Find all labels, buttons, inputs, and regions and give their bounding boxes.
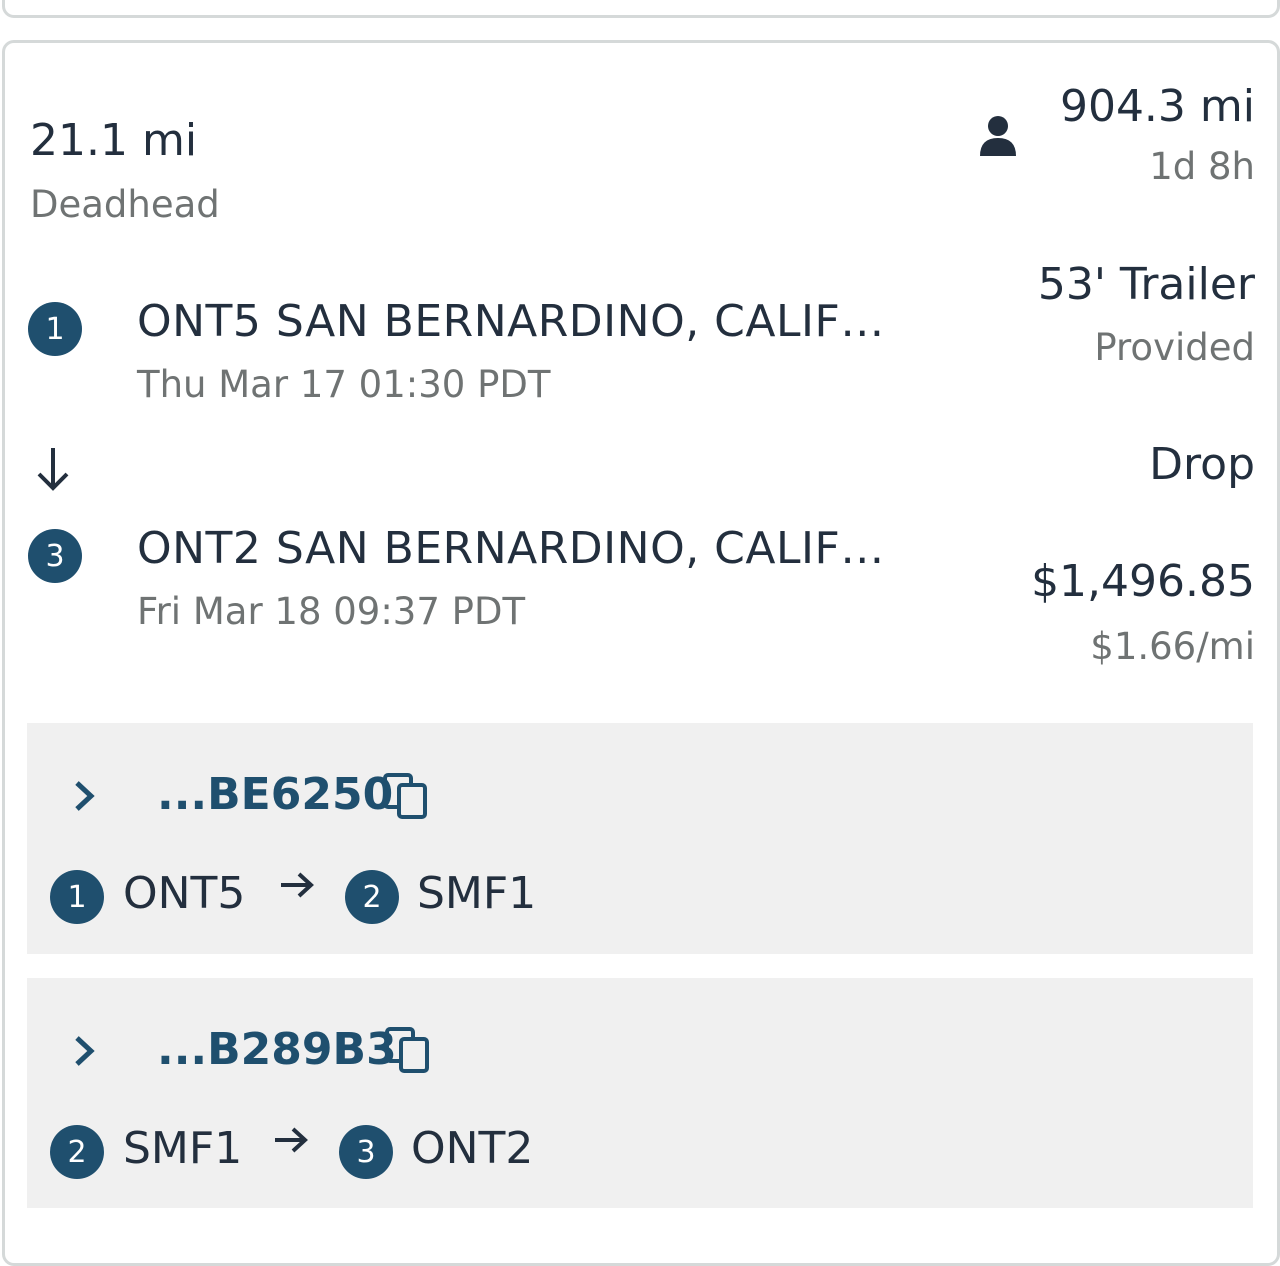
copy-icon[interactable] (381, 771, 433, 827)
load-panel[interactable]: ...B289B3 2 SMF1 3 ONT2 (27, 978, 1253, 1208)
stop-number-badge: 1 (28, 302, 82, 356)
stop-time: Thu Mar 17 01:30 PDT (137, 363, 551, 406)
copy-icon[interactable] (383, 1025, 435, 1081)
deadhead-distance: 21.1 mi (30, 115, 198, 166)
stop-address[interactable]: ONT5 SAN BERNARDINO, CALIF… (137, 296, 885, 347)
leg-from: SMF1 (123, 1123, 243, 1174)
load-id: ...BE6250 (157, 769, 394, 820)
stop-number-badge: 3 (28, 529, 82, 583)
rate-per-mile: $1.66/mi (1090, 625, 1255, 668)
leg-from: ONT5 (123, 868, 246, 919)
load-id: ...B289B3 (157, 1024, 397, 1075)
leg-from-badge: 2 (50, 1125, 104, 1179)
leg-to-badge: 2 (345, 870, 399, 924)
total-pay: $1,496.85 (1031, 556, 1255, 607)
previous-card[interactable] (2, 0, 1280, 18)
arrow-right-icon (273, 1120, 309, 1164)
leg-to: SMF1 (417, 868, 537, 919)
person-icon (979, 115, 1017, 161)
leg-from-badge: 1 (50, 870, 104, 924)
trailer-type: 53' Trailer (1037, 259, 1255, 310)
chevron-right-icon[interactable] (72, 778, 96, 824)
load-panel[interactable]: ...BE6250 1 ONT5 2 SMF1 (27, 723, 1253, 954)
trailer-status: Provided (1094, 326, 1255, 369)
stop-address[interactable]: ONT2 SAN BERNARDINO, CALIF… (137, 523, 885, 574)
drop-mode: Drop (1149, 439, 1255, 490)
chevron-right-icon[interactable] (72, 1033, 96, 1079)
arrow-down-icon (35, 446, 71, 496)
total-distance: 904.3 mi (1059, 81, 1255, 132)
arrow-right-icon (279, 865, 315, 909)
leg-to: ONT2 (411, 1123, 534, 1174)
trip-duration: 1d 8h (1149, 145, 1255, 188)
leg-to-badge: 3 (339, 1125, 393, 1179)
deadhead-label: Deadhead (30, 183, 220, 226)
stop-time: Fri Mar 18 09:37 PDT (137, 590, 526, 633)
